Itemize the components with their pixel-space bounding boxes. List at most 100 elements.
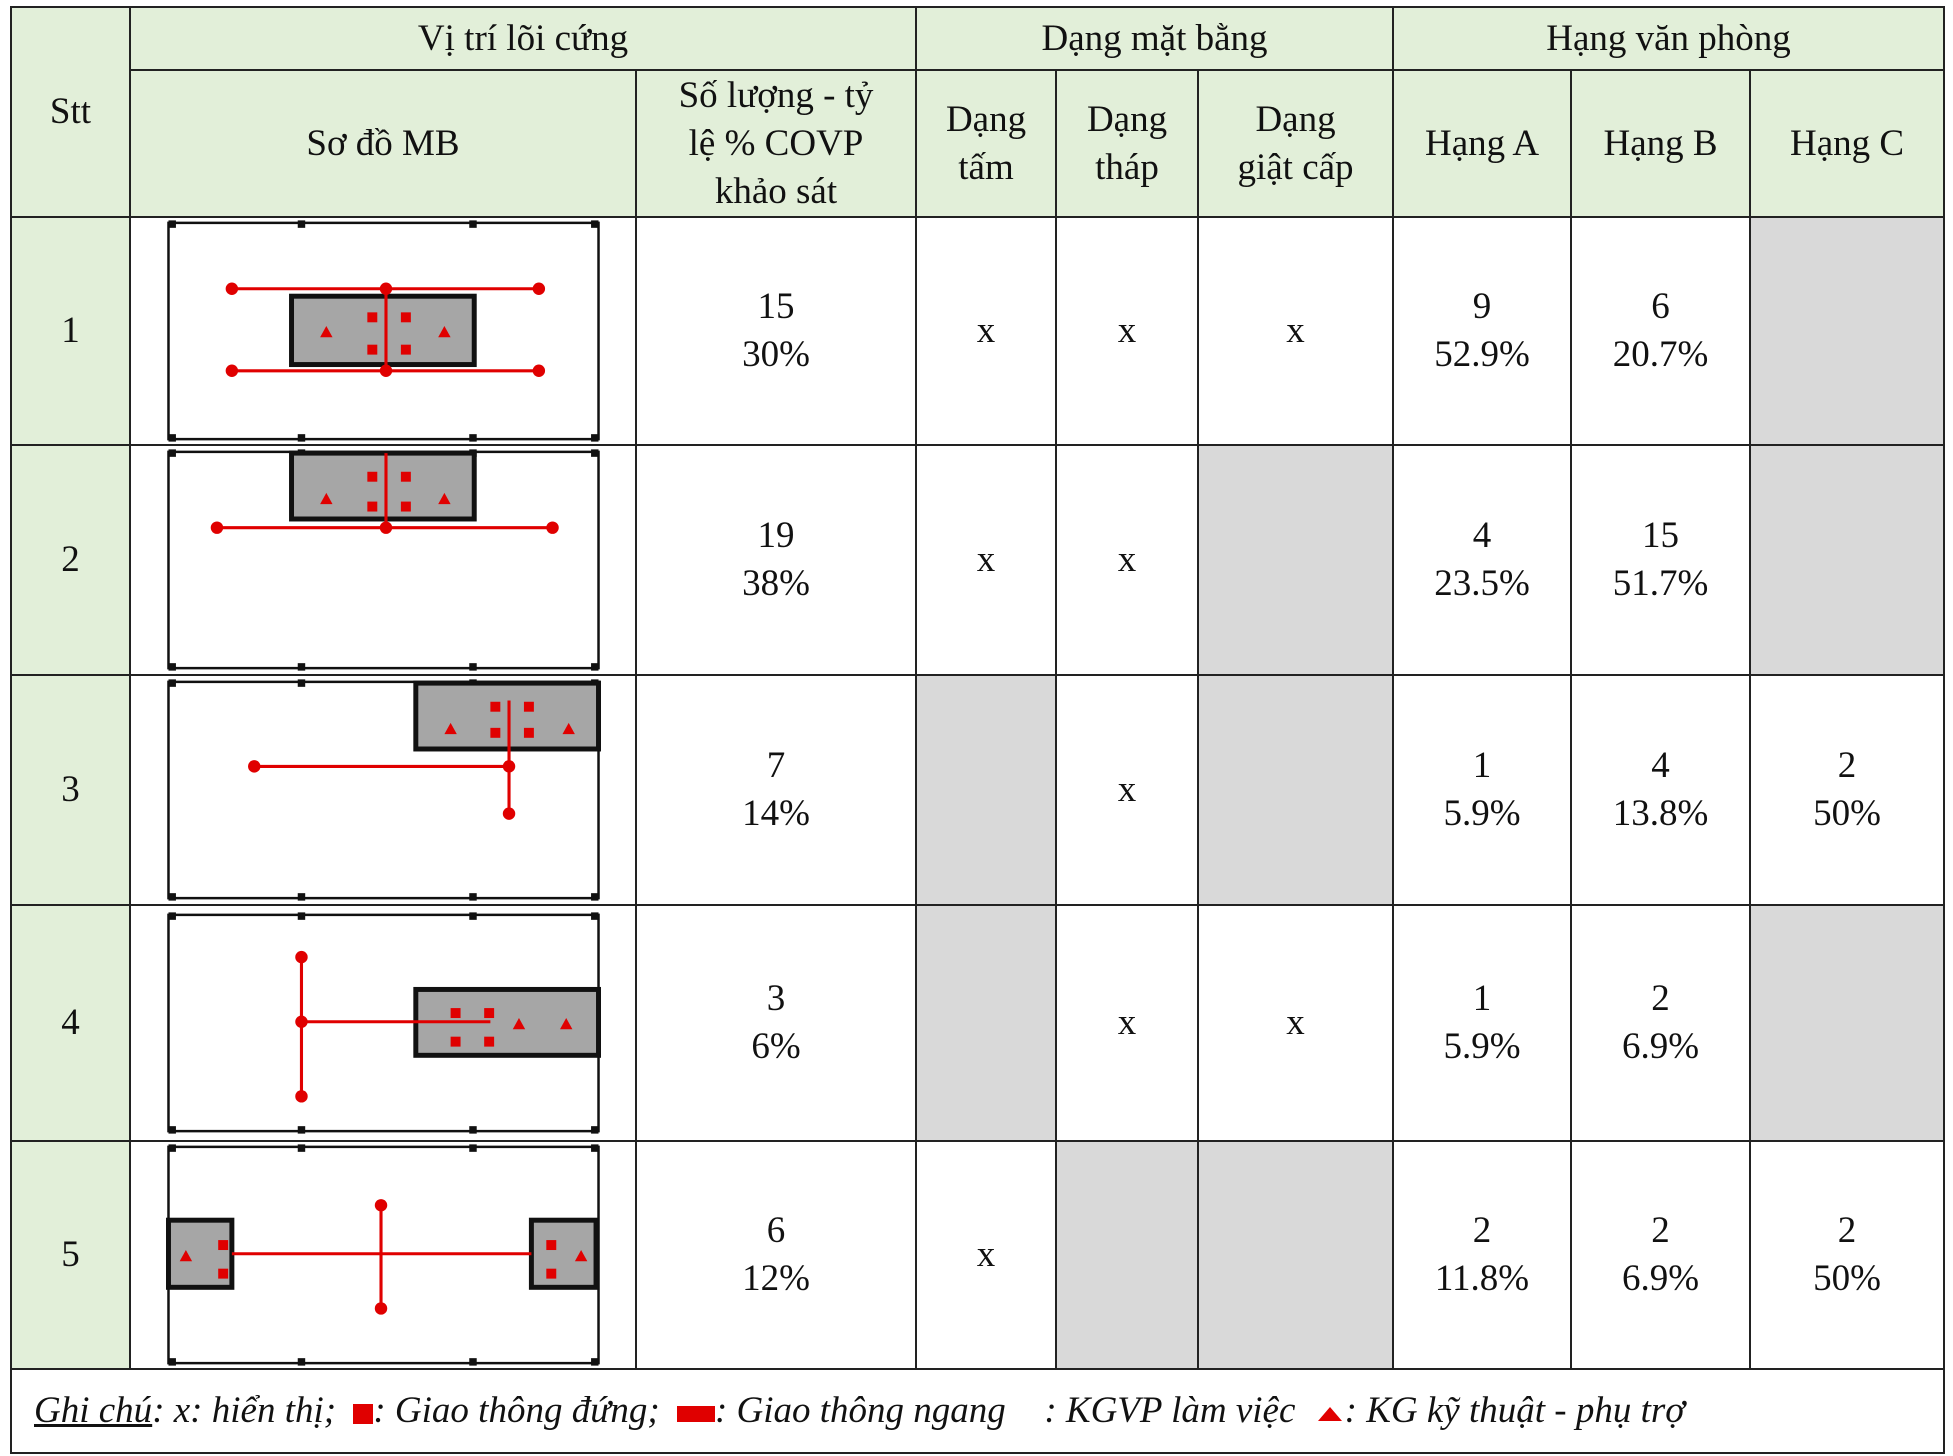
column [468, 1144, 477, 1152]
vertical-traffic [217, 1268, 228, 1279]
vertical-traffic [400, 471, 411, 482]
cell-count: 2 [1651, 978, 1670, 1019]
vertical-traffic [366, 344, 377, 355]
technical-space [574, 1250, 587, 1262]
column [297, 679, 305, 687]
cell-empty [1749, 904, 1946, 1142]
vertical-traffic [400, 344, 411, 355]
vertical-traffic [545, 1268, 556, 1279]
header-slab: Dạng tấm [915, 69, 1058, 218]
corridor-end [294, 1015, 308, 1028]
plan-diagram [166, 912, 601, 1134]
cell-empty [1197, 674, 1395, 906]
vertical-traffic [366, 471, 377, 482]
icon-horizontal [676, 1405, 715, 1422]
cell-slab: x [915, 216, 1058, 446]
cell-grade-b: 15 51.7% [1570, 444, 1752, 676]
cell-count-percent: 19 38% [634, 444, 918, 676]
column [297, 893, 305, 901]
table-row: 4 3 6% x x 1 5.9% 2 6.9% [10, 904, 1946, 1142]
cell-percent: 5.9% [1443, 793, 1521, 834]
cell-count: 7 [766, 745, 786, 786]
note: Ghi chú: x: hiển thị; : Giao thông đứng;… [9, 1368, 1946, 1454]
header-count: Số lượng - tỷ lệ % COVP khảo sát [634, 69, 918, 218]
column [297, 1126, 305, 1134]
column [468, 1126, 477, 1134]
cell-grade-b: 2 6.9% [1570, 1140, 1752, 1370]
cell-diagram [129, 674, 637, 906]
vertical-traffic [489, 727, 500, 738]
technical-space [443, 722, 457, 735]
technical-space [512, 1018, 525, 1030]
table-row: 2 19 38% x x 4 23.5% 15 51.7% [10, 444, 1946, 676]
header-grade-c: Hạng C [1749, 69, 1946, 218]
cell-count: 4 [1651, 745, 1670, 786]
vertical-traffic [523, 727, 534, 738]
technical-space [179, 1250, 192, 1262]
cell-stt: 1 [10, 216, 131, 446]
corridor-end [225, 364, 238, 377]
column [468, 663, 477, 671]
corridor-end [379, 521, 392, 534]
column [468, 893, 477, 901]
cell-tower: x [1055, 444, 1200, 676]
cell-grade-a: 2 11.8% [1392, 1140, 1573, 1370]
column [167, 220, 176, 228]
column [297, 1358, 305, 1366]
table-row: 5 6 12% x 2 11.8% 2 6.9% 2 50% [10, 1140, 1946, 1370]
column [167, 679, 176, 687]
note-text: : KGVP làm việc [1035, 1390, 1296, 1431]
column [468, 220, 477, 228]
plan-diagram [166, 679, 601, 901]
column [167, 1126, 176, 1134]
cell-diagram [129, 1140, 637, 1370]
vertical-traffic [523, 701, 534, 712]
core [288, 450, 477, 522]
cell-empty [1749, 216, 1946, 446]
cell-count: 4 [1472, 515, 1492, 556]
cell-grade-a: 1 5.9% [1392, 674, 1573, 906]
cell-count: 2 [1837, 745, 1857, 786]
header-grade-a: Hạng A [1392, 69, 1573, 218]
cell-count: 6 [766, 1210, 786, 1251]
cell-stepped: x [1197, 216, 1395, 446]
column [590, 220, 599, 228]
cell-count: 9 [1472, 286, 1492, 327]
cell-count: 2 [1651, 1210, 1670, 1251]
vertical-traffic [400, 501, 411, 512]
corridor-end [502, 807, 515, 820]
technical-space [559, 1018, 572, 1030]
cell-grade-b: 2 6.9% [1570, 904, 1752, 1142]
cell-diagram [129, 216, 637, 446]
column [167, 663, 176, 671]
core [288, 293, 477, 368]
technical-space [319, 492, 333, 505]
cell-count: 2 [1472, 1210, 1492, 1251]
column [297, 220, 305, 228]
cell-percent: 51.7% [1612, 563, 1709, 604]
vertical-traffic [366, 312, 377, 323]
table-row: 1 15 30% x x x 9 52.9% 6 20.7% [10, 216, 1946, 446]
cell-percent: 6% [751, 1026, 801, 1067]
cell-percent: 30% [742, 334, 810, 375]
cell-stepped: x [1197, 904, 1395, 1142]
header-core-position: Vị trí lõi cứng [128, 6, 918, 71]
cell-percent: 13.8% [1612, 793, 1709, 834]
column [468, 912, 477, 920]
cell-count: 2 [1837, 1210, 1857, 1251]
plan-outline [166, 450, 600, 670]
technical-space [561, 722, 575, 735]
cell-count: 1 [1472, 745, 1492, 786]
cell-percent: 50% [1813, 1258, 1881, 1299]
column [167, 1358, 176, 1366]
corridor-end [374, 1199, 387, 1212]
header-grade-b: Hạng B [1570, 69, 1752, 218]
note-text: : Giao thông ngang [714, 1390, 1006, 1431]
corridor-end [379, 364, 392, 377]
corridor-end [247, 760, 260, 773]
vertical-traffic [483, 1008, 494, 1019]
column [297, 912, 305, 920]
technical-space [437, 326, 451, 338]
vertical-traffic [450, 1008, 461, 1019]
